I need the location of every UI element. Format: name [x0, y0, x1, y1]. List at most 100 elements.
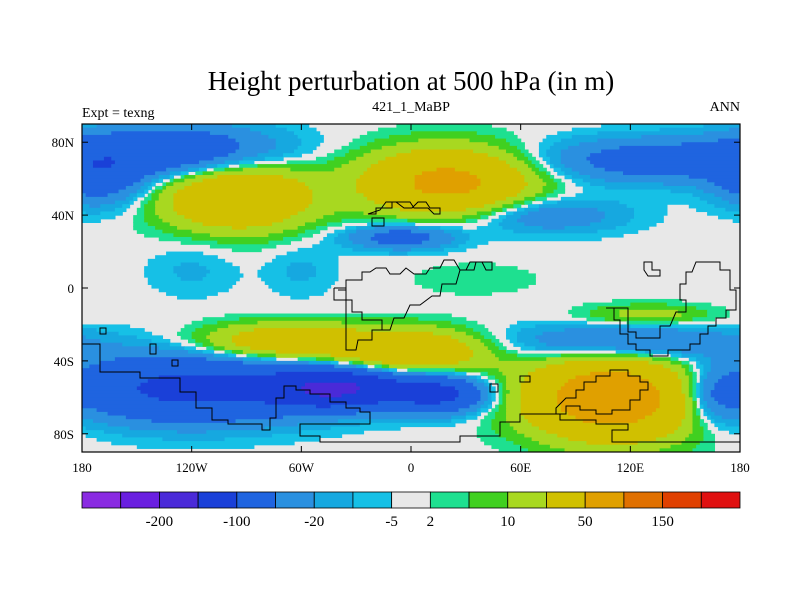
- field-cell: [330, 360, 339, 366]
- field-cell: [411, 149, 474, 154]
- field-cell: [480, 437, 507, 442]
- field-cell: [498, 448, 529, 452]
- field-cell: [509, 324, 536, 329]
- field-cell: [191, 335, 207, 340]
- field-cell: [162, 437, 226, 442]
- colorbar-swatch: [197, 491, 238, 509]
- field-cell: [224, 349, 233, 355]
- field-cell: [685, 408, 694, 413]
- field-cell: [465, 415, 478, 420]
- field-cell: [703, 364, 712, 369]
- field-cell: [579, 142, 683, 147]
- field-cell: [378, 375, 449, 380]
- field-cell: [513, 426, 540, 431]
- field-cell: [597, 207, 635, 213]
- field-cell: [517, 145, 525, 151]
- field-cell: [421, 171, 471, 176]
- field-cell: [707, 200, 730, 205]
- field-cell: [82, 364, 90, 369]
- field-cell: [334, 357, 361, 362]
- field-cell: [158, 397, 456, 402]
- coastline-southern-islands: [99, 288, 531, 393]
- field-cell: [707, 313, 730, 318]
- field-cell: [527, 182, 547, 187]
- field-cell: [465, 218, 478, 223]
- field-cell: [648, 379, 683, 384]
- field-cell: [451, 335, 474, 340]
- field-cell: [524, 185, 544, 191]
- field-cell: [685, 411, 694, 417]
- field-cell: [198, 160, 226, 165]
- field-cell: [359, 175, 416, 180]
- field-cell: [447, 375, 471, 380]
- field-cell: [421, 240, 452, 245]
- field-cell: [396, 379, 467, 384]
- field-cell: [469, 171, 522, 176]
- field-cell: [396, 153, 489, 158]
- colorbar-swatch: [584, 491, 625, 509]
- field-cell: [239, 164, 259, 169]
- field-cell: [432, 266, 518, 271]
- field-cell: [677, 426, 694, 431]
- field-cell: [513, 211, 529, 216]
- field-cell: [553, 178, 562, 183]
- field-cell: [133, 222, 149, 227]
- field-cell: [498, 400, 503, 406]
- field-cell: [184, 324, 204, 329]
- field-cell: [253, 328, 357, 333]
- field-cell: [166, 251, 204, 256]
- field-cell: [312, 196, 368, 202]
- field-cell: [513, 229, 599, 234]
- field-cell: [564, 382, 653, 387]
- field-cell: [458, 408, 478, 413]
- field-cell: [502, 386, 507, 391]
- field-cell: [535, 324, 631, 329]
- field-cell: [480, 419, 493, 424]
- field-cell: [517, 335, 536, 340]
- field-cell: [133, 218, 145, 223]
- field-cell: [670, 189, 705, 194]
- field-cell: [82, 408, 98, 413]
- field-cell: [626, 320, 679, 326]
- field-cell: [414, 280, 536, 285]
- coastline-antarctica: [82, 343, 740, 443]
- field-cell: [568, 379, 650, 384]
- field-cell: [564, 171, 580, 176]
- field-cell: [601, 149, 740, 154]
- field-cell: [696, 185, 723, 191]
- field-cell: [213, 342, 237, 347]
- field-cell: [315, 404, 332, 409]
- field-cell: [506, 331, 518, 336]
- field-cell: [465, 342, 485, 347]
- field-cell: [246, 353, 259, 358]
- field-cell: [476, 175, 525, 180]
- field-cell: [590, 153, 740, 158]
- field-cell: [82, 430, 105, 435]
- field-cell: [692, 386, 697, 391]
- field-cell: [487, 371, 503, 377]
- field-cell: [659, 127, 730, 132]
- field-cell: [506, 415, 525, 420]
- field-cell: [177, 430, 207, 435]
- field-cell: [458, 262, 496, 267]
- field-cell: [527, 211, 606, 216]
- field-cell: [315, 269, 339, 275]
- field-cell: [491, 218, 503, 223]
- field-cell: [352, 240, 379, 245]
- field-cell: [144, 189, 149, 194]
- field-cell: [615, 349, 646, 355]
- field-cell: [692, 415, 701, 420]
- center-subtitle: 421_1_MaBP: [372, 100, 450, 115]
- field-cell: [341, 244, 365, 249]
- field-cell: [107, 193, 131, 198]
- field-cell: [396, 215, 463, 220]
- field-cell: [158, 175, 171, 180]
- field-cell: [506, 386, 522, 391]
- field-cell: [209, 233, 270, 238]
- field-cell: [356, 178, 416, 183]
- field-cell: [173, 196, 313, 202]
- field-cell: [688, 175, 740, 180]
- coastline-indonesia: [606, 261, 737, 357]
- field-cell: [535, 196, 547, 202]
- field-cell: [381, 360, 460, 366]
